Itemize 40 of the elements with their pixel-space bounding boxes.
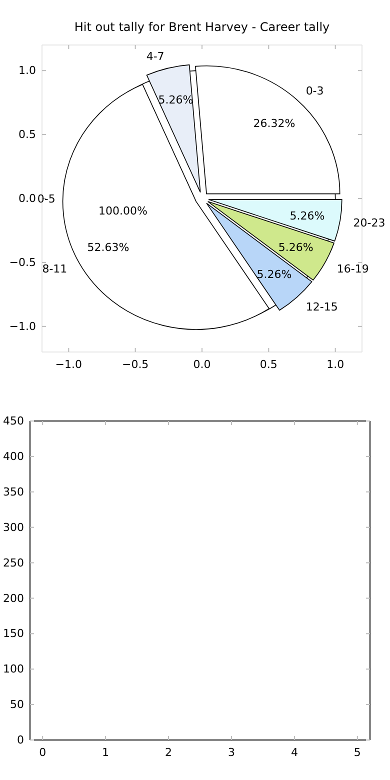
x-tick-label: 0.0 <box>193 358 211 371</box>
y-tick-label: −0.5 <box>9 256 36 269</box>
data-label: 100.00% <box>98 204 148 218</box>
data-label: 5.26% <box>256 268 292 281</box>
x-tick-label: 2 <box>165 746 172 759</box>
data-label: 5.26% <box>278 241 314 254</box>
y-tick-label: 0.5 <box>18 128 36 142</box>
x-tick-label: 1 <box>102 746 110 759</box>
slice-label: 12-15 <box>306 300 338 314</box>
data-label: 5.26% <box>290 209 325 222</box>
chart-title: Hit out tally for Brent Harvey - Career tally <box>74 20 330 34</box>
x-tick-label: 1.0 <box>326 358 344 371</box>
y-tick-label: −1.0 <box>9 320 36 333</box>
x-tick-label: 0 <box>39 746 46 759</box>
slice-label: 16-19 <box>336 262 369 276</box>
y-tick-label: 150 <box>3 627 24 640</box>
slice-label: 8-11 <box>42 262 68 276</box>
x-tick-label: −0.5 <box>122 358 149 371</box>
x-tick-label: 4 <box>290 746 298 759</box>
x-tick-label: 3 <box>228 746 235 759</box>
y-tick-label: 100 <box>3 662 24 676</box>
y-tick-label: 1.0 <box>18 64 36 78</box>
y-tick-label: 0.0 <box>18 192 36 206</box>
data-label: 26.32% <box>253 117 296 130</box>
data-label: 52.63% <box>87 241 130 254</box>
slice-label: 0-3 <box>306 84 324 98</box>
y-tick-label: 400 <box>3 450 24 463</box>
y-tick-label: 0 <box>17 734 24 747</box>
y-tick-label: 450 <box>3 414 24 428</box>
y-tick-label: 200 <box>3 592 24 605</box>
slice-label: 4-7 <box>146 50 164 63</box>
x-tick-label: 5 <box>354 746 361 759</box>
x-tick-label: −1.0 <box>55 358 82 371</box>
y-tick-label: 350 <box>3 485 24 498</box>
y-tick-label: 250 <box>3 556 24 570</box>
slice-label: 0-5 <box>37 192 56 206</box>
y-tick-label: 300 <box>3 520 24 534</box>
slice-label: 20-23 <box>353 216 386 230</box>
y-tick-label: 50 <box>10 698 24 712</box>
x-tick-label: 0.5 <box>260 358 278 371</box>
